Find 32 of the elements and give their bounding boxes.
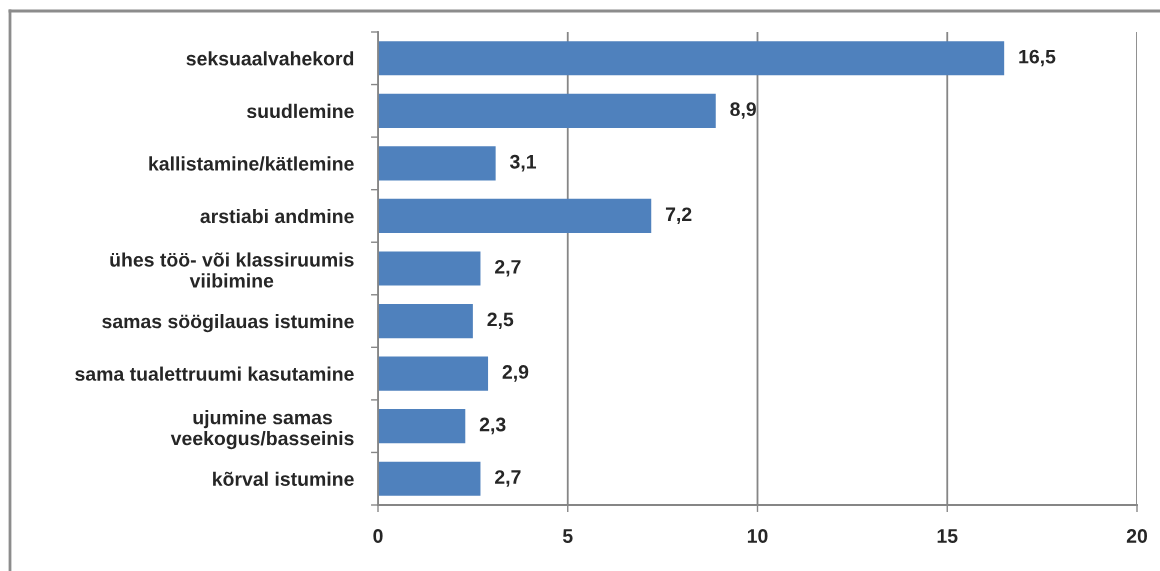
data-label: 2,5 bbox=[487, 312, 514, 330]
y-tick-label: seksuaalvahekord bbox=[186, 51, 354, 66]
x-tick-label: 5 bbox=[562, 529, 573, 543]
bar bbox=[378, 251, 481, 286]
bar bbox=[378, 146, 496, 181]
bar bbox=[378, 41, 1005, 76]
x-tick-label: 0 bbox=[373, 529, 383, 543]
bar bbox=[378, 93, 716, 128]
y-tick-label: arstiabi andmine bbox=[200, 208, 354, 224]
bar bbox=[378, 461, 481, 496]
x-tick-label: 20 bbox=[1126, 529, 1148, 543]
y-tick-label: ühes töö- või klassiruumis viibimine bbox=[110, 252, 354, 288]
data-label: 16,5 bbox=[1019, 49, 1056, 67]
y-tick-label: kallistamine/kätlemine bbox=[149, 156, 354, 171]
bar bbox=[378, 356, 489, 391]
data-label: 3,1 bbox=[509, 154, 537, 172]
data-label: 2,7 bbox=[495, 470, 521, 487]
y-tick-label: samas söögilauas istumine bbox=[102, 314, 354, 333]
x-tick-label: 10 bbox=[747, 529, 768, 543]
bar bbox=[378, 198, 652, 234]
x-tick-label: 15 bbox=[937, 529, 958, 543]
data-label: 2,3 bbox=[479, 417, 506, 435]
y-tick-label: kõrval istumine bbox=[213, 471, 354, 486]
y-tick-label: suudlemine bbox=[247, 103, 354, 119]
data-label: 7,2 bbox=[665, 207, 692, 224]
y-tick-label: ujumine samas veekogus/basseinis bbox=[170, 410, 354, 450]
data-label: 2,9 bbox=[502, 365, 529, 382]
data-label: 8,9 bbox=[730, 102, 756, 119]
bar bbox=[378, 409, 466, 444]
data-label: 2,7 bbox=[495, 259, 521, 277]
y-tick-label: sama tualettruumi kasutamine bbox=[75, 366, 354, 381]
bar bbox=[378, 303, 473, 339]
